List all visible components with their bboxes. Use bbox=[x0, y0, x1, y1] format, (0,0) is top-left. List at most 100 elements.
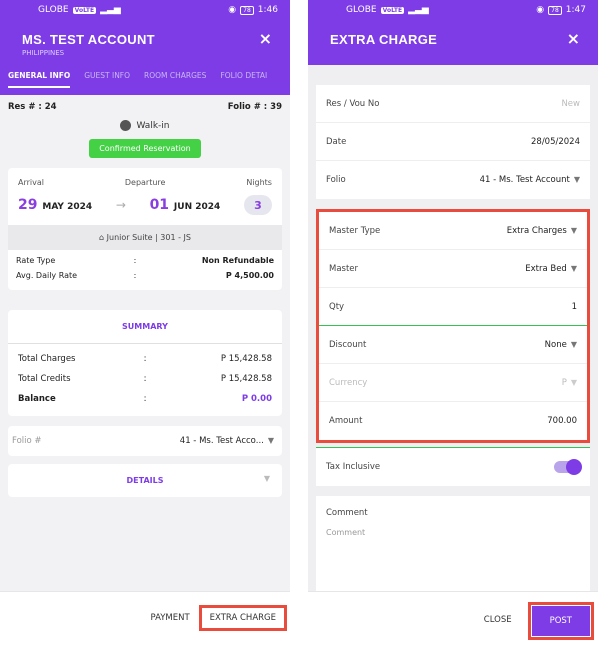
comment-input[interactable]: Comment bbox=[326, 528, 366, 537]
source-label: Walk-in bbox=[136, 120, 170, 131]
chevron-down-icon: ▼ bbox=[570, 263, 577, 273]
master-value: Extra Bed bbox=[525, 263, 567, 274]
extra-charge-button[interactable]: EXTRA CHARGE bbox=[198, 605, 288, 631]
folio-row[interactable]: Folio 41 - Ms. Test Account ▼ bbox=[316, 161, 590, 199]
tab-general-info[interactable]: GENERAL INFO bbox=[8, 71, 71, 88]
date-value: 28/05/2024 bbox=[531, 136, 580, 147]
alarm-icon: ◉ bbox=[228, 5, 237, 15]
reservation-screen: GLOBE VoLTE ▂▃▅ ◉ 78 1:46 MS. TEST ACCOUNT P… bbox=[0, 0, 290, 651]
carrier-label: GLOBE bbox=[346, 5, 377, 15]
guest-name-title: MS. TEST ACCOUNT bbox=[22, 32, 155, 47]
chevron-down-icon: ▼ bbox=[570, 377, 577, 387]
status-bar: GLOBE VoLTE ▂▃▅ ◉ 78 1:46 bbox=[0, 0, 290, 20]
master-type-value: Extra Charges bbox=[506, 225, 567, 236]
home-icon: ⌂ bbox=[99, 233, 107, 242]
close-icon[interactable]: × bbox=[258, 29, 272, 48]
departure-month: JUN 2024 bbox=[173, 202, 221, 212]
close-icon[interactable]: × bbox=[566, 29, 580, 48]
summary-card: SUMMARY Total Charges: P 15,428.58 Total … bbox=[8, 310, 282, 416]
balance-value: P 0.00 bbox=[241, 394, 272, 404]
adr-value: P 4,500.00 bbox=[225, 271, 274, 280]
comment-box[interactable]: Comment Comment bbox=[316, 496, 590, 608]
master-label: Master bbox=[329, 263, 359, 274]
nights-count: 3 bbox=[243, 195, 272, 215]
departure-label: Departure bbox=[124, 178, 166, 187]
date-row[interactable]: Date 28/05/2024 bbox=[316, 123, 590, 161]
arrival-month: MAY 2024 bbox=[42, 202, 93, 212]
amount-label: Amount bbox=[329, 416, 363, 426]
carrier-label: GLOBE bbox=[38, 5, 69, 15]
date-label: Date bbox=[326, 136, 347, 147]
battery-icon: 78 bbox=[548, 5, 562, 15]
res-vou-label: Res / Vou No bbox=[326, 98, 380, 109]
stay-card: Arrival Departure Nights 29 MAY 2024 → 0… bbox=[8, 168, 282, 290]
res-folio-row: Res # : 24 Folio # : 39 bbox=[0, 95, 290, 112]
time: 1:47 bbox=[565, 5, 586, 15]
tab-room-charges[interactable]: ROOM CHARGES bbox=[144, 71, 207, 80]
discount-label: Discount bbox=[329, 339, 367, 350]
signal-icon: ▂▃▅ bbox=[100, 5, 121, 15]
folio-select-value: 41 - Ms. Test Acco... bbox=[179, 436, 264, 446]
tab-guest-info[interactable]: GUEST INFO bbox=[84, 71, 131, 80]
qty-label: Qty bbox=[329, 301, 345, 312]
amount-value: 700.00 bbox=[547, 416, 577, 426]
room-label: Junior Suite | 301 - JS bbox=[106, 233, 191, 242]
details-title: DETAILS bbox=[126, 476, 164, 485]
master-type-select[interactable]: Master Type Extra Charges ▼ bbox=[319, 212, 587, 250]
bottom-action-bar: PAYMENT EXTRA CHARGE bbox=[0, 591, 290, 651]
tax-inclusive-toggle[interactable] bbox=[554, 459, 582, 475]
rate-type-label: Rate Type bbox=[16, 256, 56, 265]
tab-bar: GENERAL INFO GUEST INFO ROOM CHARGES FOL… bbox=[0, 57, 290, 88]
discount-select[interactable]: Discount None ▼ bbox=[319, 326, 587, 364]
folio-select[interactable]: Folio # 41 - Ms. Test Acco... ▼ bbox=[8, 426, 282, 456]
alarm-icon: ◉ bbox=[536, 5, 545, 15]
master-select[interactable]: Master Extra Bed ▼ bbox=[319, 250, 587, 288]
chevron-down-icon: ▼ bbox=[267, 436, 274, 445]
close-button[interactable]: CLOSE bbox=[478, 612, 518, 628]
toggle-knob bbox=[566, 459, 582, 475]
rate-type-value: Non Refundable bbox=[201, 256, 274, 265]
tax-inclusive-label: Tax Inclusive bbox=[326, 462, 381, 472]
extra-charge-screen: GLOBE VoLTE ▂▃▅ ◉ 78 1:47 EXTRA CHARGE × Res… bbox=[308, 0, 598, 651]
total-charges-value: P 15,428.58 bbox=[220, 354, 272, 364]
arrival-day: 29 bbox=[18, 197, 38, 213]
status-bar: GLOBE VoLTE ▂▃▅ ◉ 78 1:47 bbox=[308, 0, 598, 20]
battery-icon: 78 bbox=[240, 5, 254, 15]
arrow-right-icon: → bbox=[115, 198, 126, 212]
app-bar: GLOBE VoLTE ▂▃▅ ◉ 78 1:47 EXTRA CHARGE × bbox=[308, 0, 598, 65]
departure-date: 01 JUN 2024 bbox=[150, 197, 221, 213]
reservation-number: Res # : 24 bbox=[8, 102, 57, 112]
payment-button[interactable]: PAYMENT bbox=[144, 610, 195, 626]
currency-select: Currency P ▼ bbox=[319, 364, 587, 402]
details-expander[interactable]: DETAILS ▼ bbox=[8, 464, 282, 497]
arrival-label: Arrival bbox=[18, 178, 44, 187]
summary-title: SUMMARY bbox=[8, 310, 282, 344]
app-bar: GLOBE VoLTE ▂▃▅ ◉ 78 1:46 MS. TEST ACCOUNT P… bbox=[0, 0, 290, 95]
arrival-date: 29 MAY 2024 bbox=[18, 197, 92, 213]
post-button[interactable]: POST bbox=[527, 602, 595, 640]
comment-label: Comment bbox=[326, 508, 368, 518]
adr-label: Avg. Daily Rate bbox=[16, 271, 78, 280]
total-charges-colon: : bbox=[143, 354, 147, 364]
balance-label: Balance bbox=[18, 394, 56, 404]
nights-label: Nights bbox=[246, 178, 272, 187]
res-vou-value: New bbox=[561, 98, 580, 109]
qty-value: 1 bbox=[571, 301, 577, 312]
adr-colon: : bbox=[133, 271, 137, 280]
departure-day: 01 bbox=[149, 197, 170, 213]
currency-label: Currency bbox=[329, 377, 368, 388]
qty-field[interactable]: Qty 1 bbox=[319, 288, 587, 326]
amount-field[interactable]: Amount 700.00 bbox=[319, 402, 587, 440]
balance-colon: : bbox=[143, 394, 147, 404]
discount-value: None bbox=[544, 339, 567, 350]
rate-type-colon: : bbox=[133, 256, 137, 265]
tab-folio-details[interactable]: FOLIO DETAI bbox=[220, 71, 268, 80]
charge-fields: Master Type Extra Charges ▼ Master Extra Be… bbox=[316, 209, 590, 443]
page-title: EXTRA CHARGE bbox=[330, 32, 438, 47]
volte-icon: VoLTE bbox=[72, 6, 97, 14]
folio-select-label: Folio # bbox=[12, 436, 42, 446]
globe-icon bbox=[120, 120, 132, 131]
currency-value: P bbox=[561, 377, 567, 388]
total-credits-colon: : bbox=[143, 374, 147, 384]
tax-inclusive-row: Tax Inclusive bbox=[316, 447, 590, 486]
